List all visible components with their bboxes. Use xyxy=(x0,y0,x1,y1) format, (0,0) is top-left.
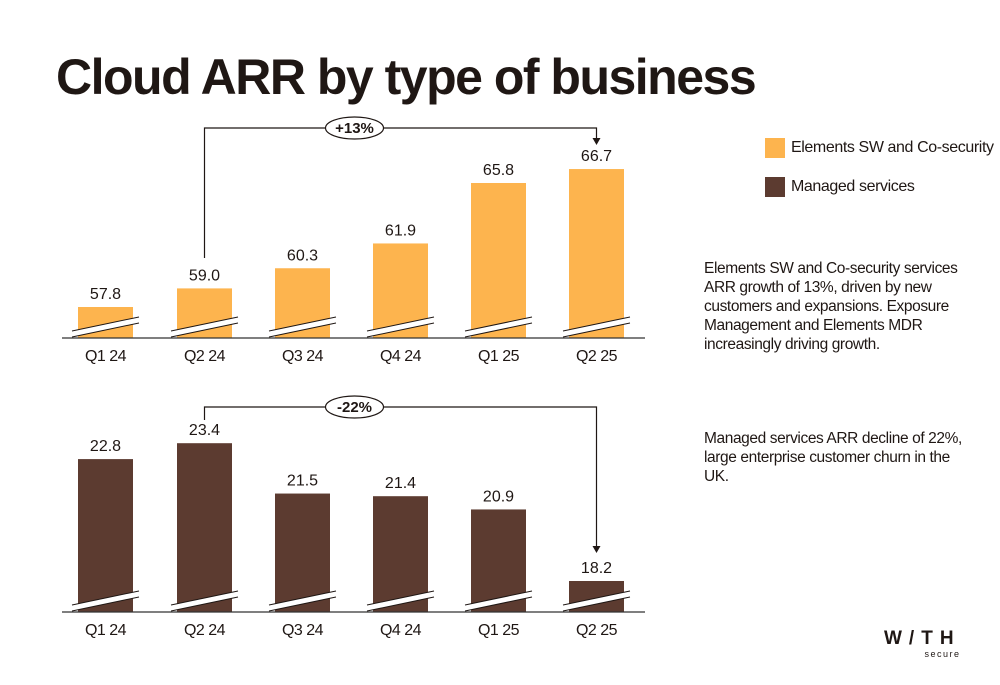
axis-break-gap xyxy=(464,591,533,611)
axis-break-mark xyxy=(71,316,140,338)
axis-break-mark xyxy=(464,316,533,338)
bar xyxy=(275,493,330,612)
axis-break-gap xyxy=(268,591,337,611)
legend-label: Elements SW and Co-security xyxy=(791,139,994,156)
axis-break-gap xyxy=(170,591,239,611)
data-label: 18.2 xyxy=(581,560,612,577)
axis-break-mark xyxy=(366,316,435,338)
x-tick-label: Q2 24 xyxy=(184,348,226,365)
note-elements: Elements SW and Co-security services ARR… xyxy=(704,260,958,353)
axis-break-mark xyxy=(268,316,337,338)
x-tick-label: Q4 24 xyxy=(380,622,422,639)
x-tick-label: Q3 24 xyxy=(282,348,324,365)
bar xyxy=(373,496,428,612)
chart-0: 57.8 Q1 24 59.0 Q2 24 60.3 Q3 24 61.9 Q4 24 65.8… xyxy=(62,116,645,365)
data-label: 57.8 xyxy=(90,286,121,303)
data-label: 59.0 xyxy=(189,267,220,284)
axis-break-mark xyxy=(464,590,533,612)
axis-break-gap xyxy=(71,317,140,337)
x-tick-label: Q2 25 xyxy=(576,348,618,365)
data-label: 21.4 xyxy=(385,475,416,492)
bar xyxy=(569,169,624,338)
bar xyxy=(177,443,232,612)
axis-break-gap xyxy=(71,591,140,611)
axis-break-mark xyxy=(562,316,631,338)
axis-break-mark xyxy=(71,590,140,612)
axis-break-gap xyxy=(366,317,435,337)
axis-break-gap xyxy=(170,317,239,337)
x-tick-label: Q1 25 xyxy=(478,622,520,639)
change-label: +13% xyxy=(335,120,374,137)
x-tick-label: Q1 25 xyxy=(478,348,520,365)
arrow-head xyxy=(592,545,601,553)
axis-break-mark xyxy=(562,590,631,612)
data-label: 66.7 xyxy=(581,148,612,165)
logo-sub: secure xyxy=(924,649,961,659)
data-label: 60.3 xyxy=(287,247,318,264)
x-tick-label: Q1 24 xyxy=(85,622,127,639)
change-arrow xyxy=(203,127,598,258)
data-label: 65.8 xyxy=(483,162,514,179)
change-arrow xyxy=(203,406,598,547)
note-managed: Managed services ARR decline of 22%, lar… xyxy=(704,430,962,485)
x-tick-label: Q2 25 xyxy=(576,622,618,639)
chart-1: 22.8 Q1 24 23.4 Q2 24 21.5 Q3 24 21.4 Q4 24 20.9… xyxy=(62,395,645,639)
change-label: -22% xyxy=(337,399,372,416)
axis-break-mark xyxy=(268,590,337,612)
axis-break-gap xyxy=(366,591,435,611)
x-tick-label: Q1 24 xyxy=(85,348,127,365)
data-label: 61.9 xyxy=(385,222,416,239)
x-tick-label: Q4 24 xyxy=(380,348,422,365)
data-label: 20.9 xyxy=(483,488,514,505)
data-label: 21.5 xyxy=(287,473,318,490)
logo-main: W/TH xyxy=(884,628,961,649)
legend-label: Managed services xyxy=(791,178,915,195)
axis-break-mark xyxy=(366,590,435,612)
axis-break-mark xyxy=(170,590,239,612)
change-badge xyxy=(324,116,385,140)
axis-break-mark xyxy=(170,316,239,338)
withsecure-logo: W/TH secure xyxy=(884,628,961,659)
axis-break-gap xyxy=(464,317,533,337)
axis-break-gap xyxy=(562,591,631,611)
axis-break-gap xyxy=(268,317,337,337)
arrow-head xyxy=(592,138,601,146)
legend-item-managed: Managed services xyxy=(765,177,915,197)
page-title: Cloud ARR by type of business xyxy=(56,49,757,105)
x-tick-label: Q3 24 xyxy=(282,622,324,639)
data-label: 23.4 xyxy=(189,422,220,439)
data-label: 22.8 xyxy=(90,438,121,455)
bar xyxy=(471,183,526,338)
legend-swatch xyxy=(765,177,785,197)
legend-item-elements: Elements SW and Co-security xyxy=(765,138,994,158)
x-tick-label: Q2 24 xyxy=(184,622,226,639)
bar xyxy=(78,459,133,612)
axis-break-gap xyxy=(562,317,631,337)
change-badge xyxy=(324,395,385,419)
legend-swatch xyxy=(765,138,785,158)
